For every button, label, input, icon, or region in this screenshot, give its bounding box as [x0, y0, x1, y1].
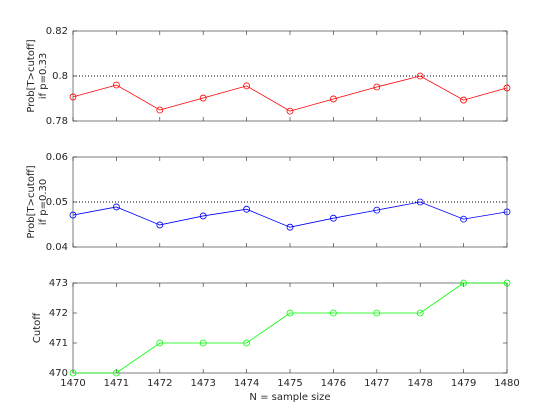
marker: [199, 94, 207, 102]
series-line: [72, 75, 508, 112]
x-tick-label: 1478: [407, 378, 432, 389]
x-tick-label: 1472: [147, 378, 172, 389]
y-tick-label: 0.06: [46, 152, 68, 163]
marker: [243, 82, 251, 90]
marker: [156, 339, 164, 347]
marker: [503, 208, 511, 216]
marker: [329, 309, 337, 317]
y-tick-label: 0.05: [46, 197, 68, 208]
marker: [373, 206, 381, 214]
series-line: [73, 282, 507, 374]
x-tick-label: 1471: [104, 378, 129, 389]
y-axis-label: Prob[T>cutoff]: [26, 165, 37, 238]
marker: [243, 339, 251, 347]
marker: [113, 81, 120, 89]
marker: [113, 369, 120, 377]
x-tick-label: 1473: [190, 378, 215, 389]
x-axis-label: N = sample size: [249, 392, 330, 403]
x-tick-label: 1479: [451, 378, 476, 389]
marker: [416, 198, 424, 206]
marker: [503, 84, 511, 92]
marker: [286, 309, 294, 317]
y-tick-label: 0.82: [46, 26, 68, 37]
y-axis-label: if p=0.30: [38, 179, 49, 225]
x-tick-label: 1475: [277, 378, 302, 389]
marker: [199, 339, 207, 347]
x-tick-label: 1480: [494, 378, 519, 389]
marker: [199, 212, 207, 220]
marker: [69, 211, 77, 219]
marker: [416, 309, 424, 317]
marker: [416, 72, 424, 80]
x-tick-label: 1477: [364, 378, 389, 389]
x-tick-label: 1470: [60, 378, 85, 389]
y-tick-label: 473: [49, 278, 68, 289]
x-tick-label: 1474: [234, 378, 259, 389]
marker: [503, 279, 511, 287]
marker: [373, 309, 381, 317]
marker: [460, 215, 468, 223]
marker: [286, 223, 294, 231]
y-axis-label: Prob[T>cutoff]: [26, 39, 37, 112]
marker: [373, 83, 381, 91]
marker: [113, 203, 120, 211]
axes-box: [72, 282, 508, 374]
x-tick-label: 1476: [321, 378, 346, 389]
y-tick-label: 0.04: [46, 242, 68, 253]
y-tick-label: 0.8: [52, 71, 68, 82]
y-tick-label: 472: [49, 308, 68, 319]
marker: [156, 221, 164, 229]
marker: [156, 106, 164, 114]
marker: [243, 205, 251, 213]
marker: [460, 96, 468, 104]
marker: [329, 214, 337, 222]
y-tick-label: 471: [49, 338, 68, 349]
marker: [460, 279, 468, 287]
y-axis-label: if p=0.33: [38, 53, 49, 99]
series-line: [72, 201, 508, 228]
y-tick-label: 0.78: [46, 116, 68, 127]
y-axis-label: Cutoff: [32, 312, 43, 343]
marker: [329, 95, 337, 103]
marker: [69, 93, 77, 101]
y-tick-label: 470: [49, 368, 68, 379]
marker: [286, 107, 294, 115]
marker: [69, 369, 77, 377]
